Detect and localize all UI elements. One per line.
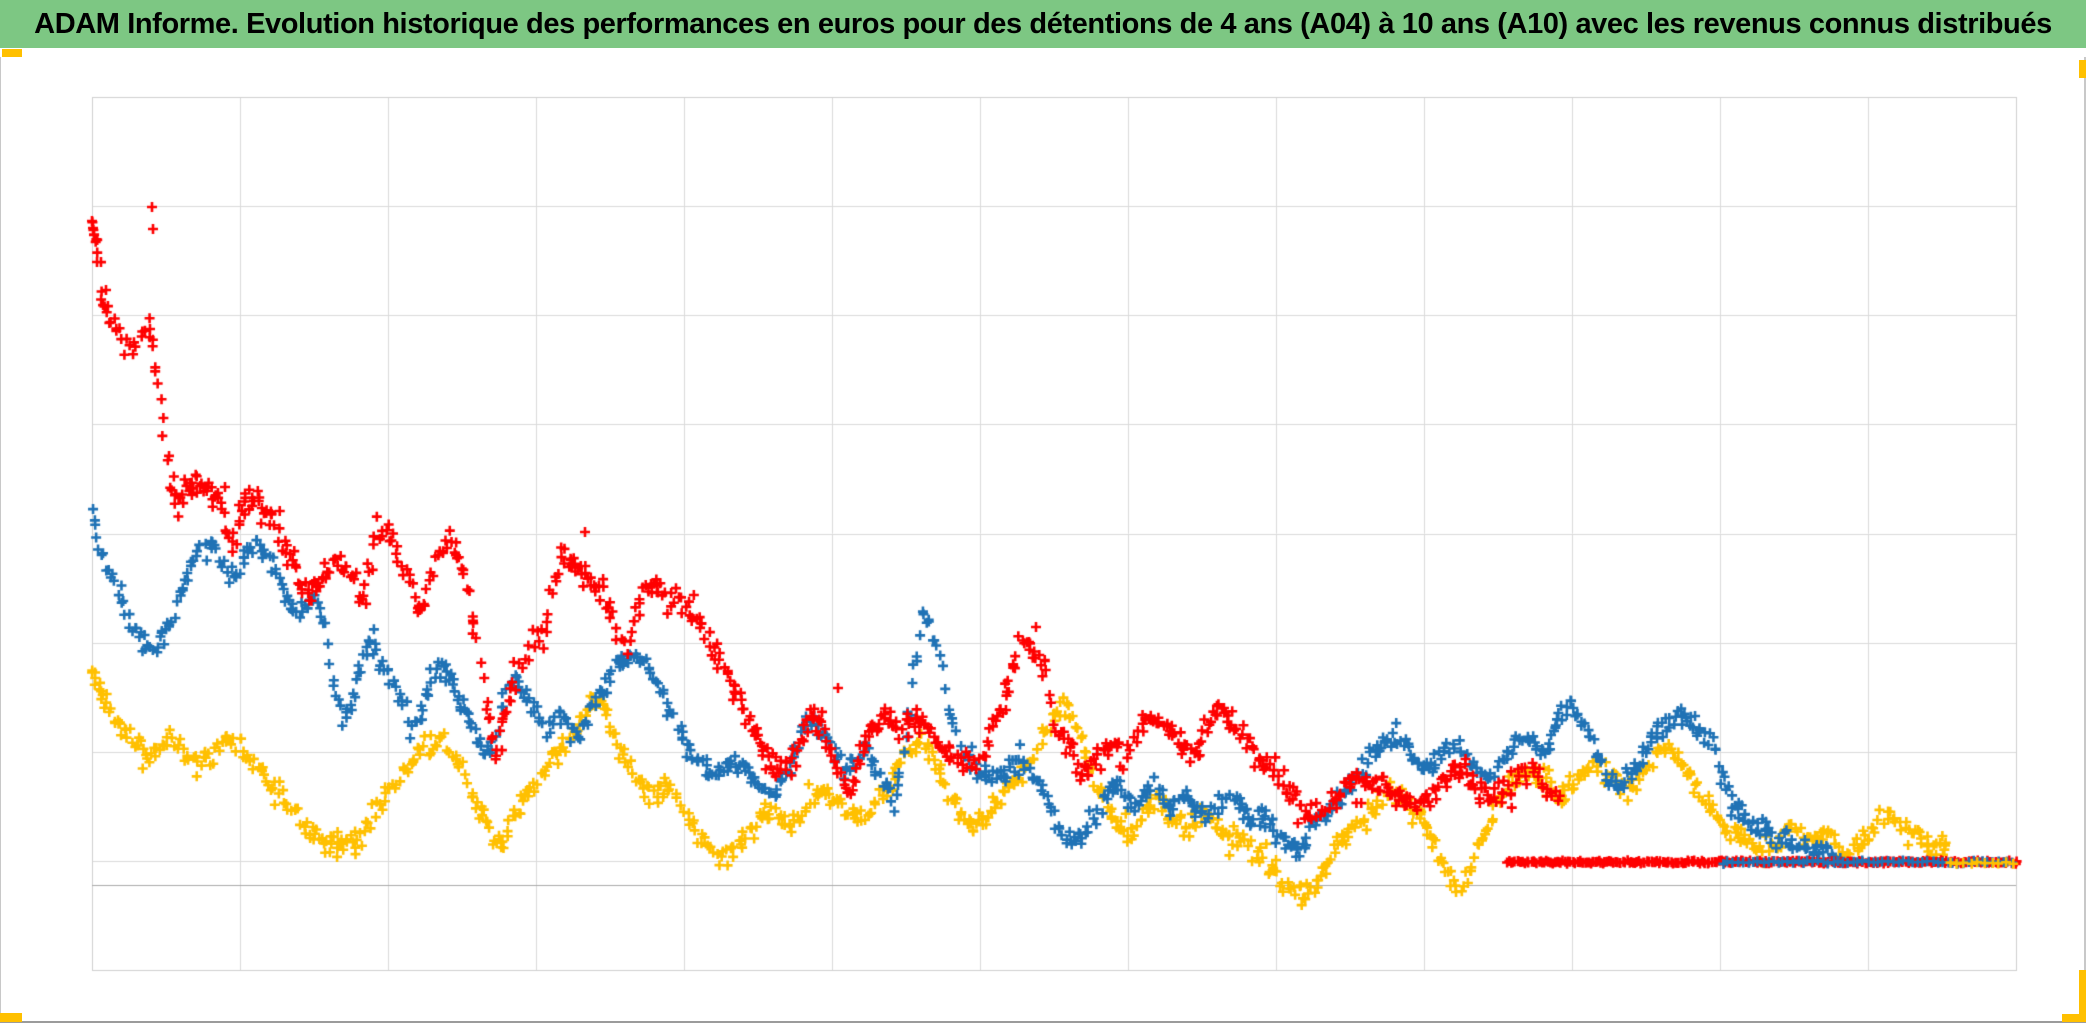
crop-handle-bottom-right[interactable] bbox=[2062, 1014, 2086, 1022]
crop-handle-bottom-left[interactable] bbox=[0, 1013, 22, 1022]
slide-border-left bbox=[0, 57, 1, 1022]
slide-border-bottom bbox=[0, 1021, 2086, 1023]
crop-handle-top-right[interactable] bbox=[2079, 60, 2086, 78]
slide-border-right bbox=[2084, 57, 2086, 1022]
crop-handle-right-vert[interactable] bbox=[2079, 970, 2086, 1022]
crop-handle-top-left[interactable] bbox=[2, 49, 22, 57]
